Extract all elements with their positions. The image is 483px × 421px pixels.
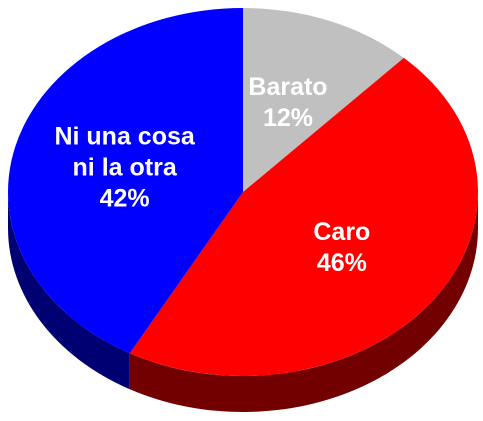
pie-side — [129, 192, 478, 413]
category-name: Ni una cosa ni la otra — [54, 122, 195, 182]
pie-slice — [8, 8, 243, 354]
pie-slice — [129, 57, 478, 376]
slice-label: Ni una cosa ni la otra 42% — [50, 122, 200, 215]
slice-label: Barato 12% — [213, 72, 363, 134]
pie-slice — [243, 8, 404, 192]
category-name: Caro — [313, 218, 371, 247]
value-label: 46% — [316, 249, 367, 278]
category-name: Barato — [248, 73, 328, 102]
value-label: 12% — [262, 104, 313, 133]
value-label: 42% — [99, 184, 150, 213]
pie-side — [8, 192, 130, 390]
slice-label: Caro 46% — [267, 217, 417, 279]
